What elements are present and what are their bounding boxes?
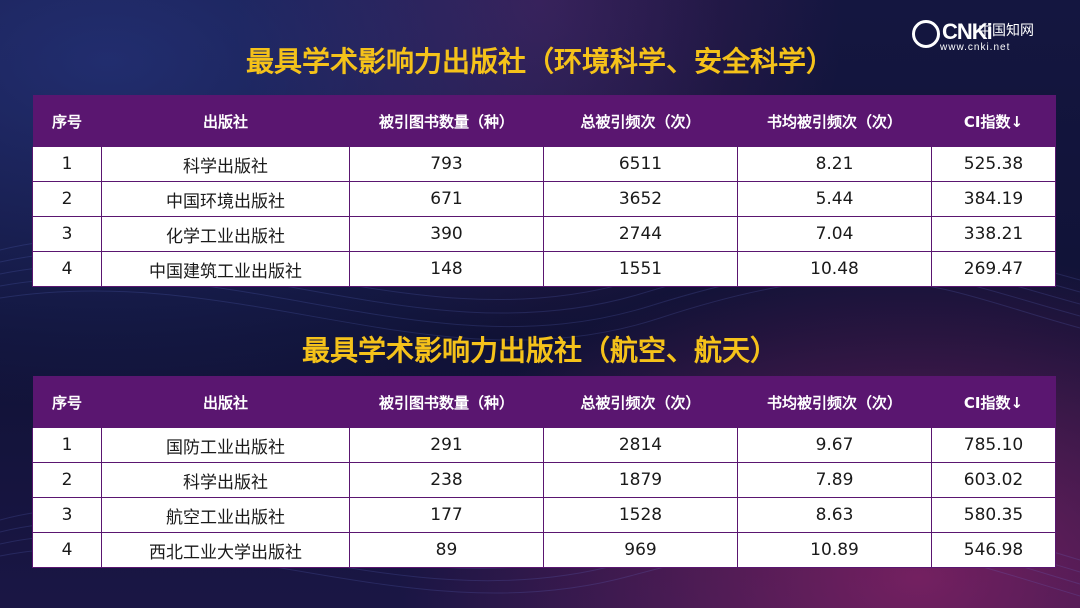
cell-rank: 2 bbox=[32, 181, 102, 217]
cell-ci-index: 603.02 bbox=[931, 462, 1056, 498]
cell-ci-index: 384.19 bbox=[931, 181, 1056, 217]
cell-avg-citations: 7.89 bbox=[737, 462, 932, 498]
header-publisher: 出版社 bbox=[101, 376, 350, 428]
cell-publisher: 航空工业出版社 bbox=[101, 497, 350, 533]
cell-ci-index: 338.21 bbox=[931, 216, 1056, 252]
cell-ci-index: 269.47 bbox=[931, 251, 1056, 287]
cell-cited-books: 89 bbox=[349, 532, 544, 568]
table-row: 2 中国环境出版社 671 3652 5.44 384.19 bbox=[32, 181, 1056, 217]
header-avg-citations: 书均被引频次（次） bbox=[737, 95, 932, 147]
logo-chinese-name: 中国知网 bbox=[978, 23, 1034, 39]
cell-publisher: 西北工业大学出版社 bbox=[101, 532, 350, 568]
table-row: 3 化学工业出版社 390 2744 7.04 338.21 bbox=[32, 216, 1056, 252]
header-ci-index: CI指数↓ bbox=[931, 376, 1056, 428]
cell-rank: 4 bbox=[32, 251, 102, 287]
cell-avg-citations: 5.44 bbox=[737, 181, 932, 217]
cell-publisher: 中国建筑工业出版社 bbox=[101, 251, 350, 287]
section-title-environment: 最具学术影响力出版社（环境科学、安全科学） bbox=[245, 45, 834, 78]
section-title-aerospace: 最具学术影响力出版社（航空、航天） bbox=[301, 334, 778, 367]
cell-rank: 2 bbox=[32, 462, 102, 498]
cell-ci-index: 785.10 bbox=[931, 428, 1056, 463]
cell-total-citations: 3652 bbox=[543, 181, 738, 217]
ranking-table-aerospace: 序号 出版社 被引图书数量（种） 总被引频次（次） 书均被引频次（次） CI指数… bbox=[32, 376, 1056, 568]
header-cited-books: 被引图书数量（种） bbox=[349, 376, 544, 428]
cell-total-citations: 6511 bbox=[543, 147, 738, 182]
cell-avg-citations: 10.89 bbox=[737, 532, 932, 568]
cell-cited-books: 148 bbox=[349, 251, 544, 287]
cell-cited-books: 390 bbox=[349, 216, 544, 252]
header-avg-citations: 书均被引频次（次） bbox=[737, 376, 932, 428]
table-row: 2 科学出版社 238 1879 7.89 603.02 bbox=[32, 462, 1056, 498]
cell-avg-citations: 8.63 bbox=[737, 497, 932, 533]
cell-total-citations: 969 bbox=[543, 532, 738, 568]
header-cited-books: 被引图书数量（种） bbox=[349, 95, 544, 147]
cell-publisher: 化学工业出版社 bbox=[101, 216, 350, 252]
table-row: 4 中国建筑工业出版社 148 1551 10.48 269.47 bbox=[32, 251, 1056, 287]
cell-ci-index: 546.98 bbox=[931, 532, 1056, 568]
header-total-citations: 总被引频次（次） bbox=[543, 95, 738, 147]
ranking-table-environment: 序号 出版社 被引图书数量（种） 总被引频次（次） 书均被引频次（次） CI指数… bbox=[32, 95, 1056, 287]
header-rank: 序号 bbox=[32, 376, 102, 428]
table-row: 4 西北工业大学出版社 89 969 10.89 546.98 bbox=[32, 532, 1056, 568]
cell-cited-books: 238 bbox=[349, 462, 544, 498]
cnki-logo: CNKi 中国知网 www.cnki.net bbox=[912, 18, 1042, 54]
header-rank: 序号 bbox=[32, 95, 102, 147]
cell-avg-citations: 9.67 bbox=[737, 428, 932, 463]
cell-cited-books: 291 bbox=[349, 428, 544, 463]
cell-publisher: 中国环境出版社 bbox=[101, 181, 350, 217]
header-total-citations: 总被引频次（次） bbox=[543, 376, 738, 428]
table-row: 3 航空工业出版社 177 1528 8.63 580.35 bbox=[32, 497, 1056, 533]
cell-publisher: 科学出版社 bbox=[101, 147, 350, 182]
cell-rank: 1 bbox=[32, 147, 102, 182]
cell-rank: 3 bbox=[32, 497, 102, 533]
cell-ci-index: 525.38 bbox=[931, 147, 1056, 182]
cell-ci-index: 580.35 bbox=[931, 497, 1056, 533]
cell-avg-citations: 8.21 bbox=[737, 147, 932, 182]
cell-avg-citations: 7.04 bbox=[737, 216, 932, 252]
cell-avg-citations: 10.48 bbox=[737, 251, 932, 287]
cell-cited-books: 177 bbox=[349, 497, 544, 533]
cell-rank: 3 bbox=[32, 216, 102, 252]
table-header-row: 序号 出版社 被引图书数量（种） 总被引频次（次） 书均被引频次（次） CI指数… bbox=[32, 376, 1056, 428]
cell-total-citations: 2814 bbox=[543, 428, 738, 463]
cell-publisher: 国防工业出版社 bbox=[101, 428, 350, 463]
cell-publisher: 科学出版社 bbox=[101, 462, 350, 498]
cnki-logo-mark bbox=[912, 20, 940, 48]
cell-rank: 1 bbox=[32, 428, 102, 463]
cell-cited-books: 671 bbox=[349, 181, 544, 217]
cell-cited-books: 793 bbox=[349, 147, 544, 182]
cell-total-citations: 1879 bbox=[543, 462, 738, 498]
cell-total-citations: 1551 bbox=[543, 251, 738, 287]
cell-total-citations: 2744 bbox=[543, 216, 738, 252]
table-row: 1 国防工业出版社 291 2814 9.67 785.10 bbox=[32, 428, 1056, 463]
logo-brand-text: CNKi bbox=[942, 19, 993, 44]
cell-total-citations: 1528 bbox=[543, 497, 738, 533]
table-row: 1 科学出版社 793 6511 8.21 525.38 bbox=[32, 147, 1056, 182]
header-ci-index: CI指数↓ bbox=[931, 95, 1056, 147]
logo-url: www.cnki.net bbox=[940, 42, 1011, 53]
table-header-row: 序号 出版社 被引图书数量（种） 总被引频次（次） 书均被引频次（次） CI指数… bbox=[32, 95, 1056, 147]
cell-rank: 4 bbox=[32, 532, 102, 568]
header-publisher: 出版社 bbox=[101, 95, 350, 147]
